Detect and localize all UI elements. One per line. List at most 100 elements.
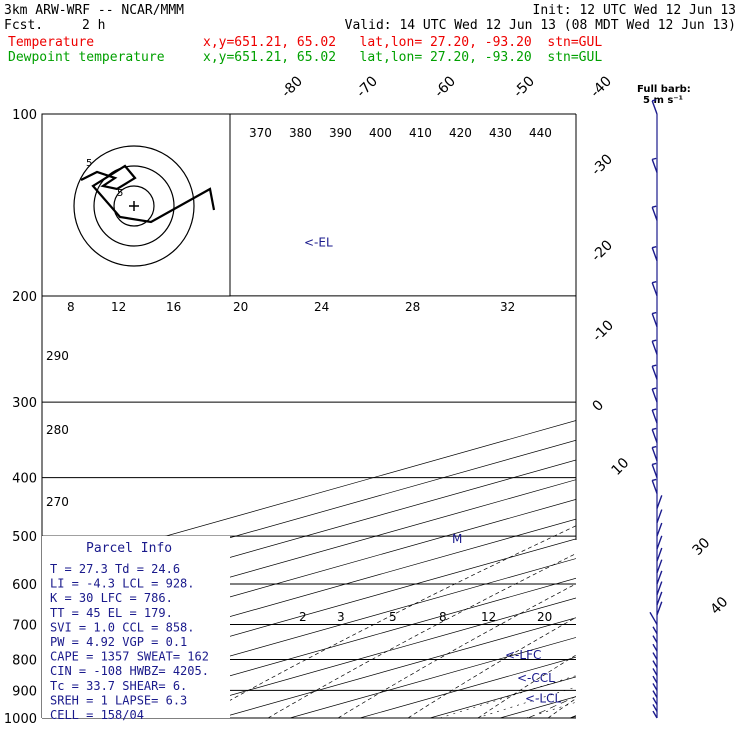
wind-barb [652,710,658,719]
ccl-label: <-CCL [517,671,555,685]
parcel-info-line: CELL = 158/04 [50,708,144,722]
isotherm-line [359,656,576,718]
parcel-info-line: CAPE = 1357 SWEAT= 162 [50,650,209,664]
wind-barb [656,570,663,585]
mixing-ratio-label: 2 [299,610,307,624]
wind-barb-flag [652,478,657,482]
hodograph-ring-label: 5 [86,158,92,169]
model-title: 3km ARW-WRF -- NCAR/MMM [4,3,185,18]
isotherm-line [710,114,740,718]
speed-label: 24 [314,300,329,314]
parcel-info-line: SVI = 1.0 CCL = 858. [50,620,195,634]
isotherm-label: -20 [589,237,616,264]
speed-label: 20 [233,300,248,314]
pressure-label: 700 [12,618,37,633]
hodograph-ring [113,185,155,227]
pressure-label: 900 [12,684,37,699]
wind-barb-flag [652,364,657,367]
theta-label: 370 [249,126,272,140]
speed-label: 8 [67,300,75,314]
wind-barb [656,581,663,595]
wind-barb-flag [652,99,657,102]
profile-lines [668,114,740,718]
dry-adiabat [337,583,576,718]
theta-label: 290 [46,349,69,363]
wind-barb [652,626,658,634]
isotherm-line [499,696,576,718]
wind-barb-flag [652,387,657,390]
isotherm-label: -30 [589,151,616,178]
theta-label: 270 [46,495,69,509]
temperature-profile [695,114,740,718]
wind-barb-flag [652,408,657,411]
wind-barb [651,365,658,380]
wind-barb [651,313,658,327]
wind-barb [649,611,658,625]
dry-adiabat [197,525,576,718]
wind-barb [652,704,658,712]
isotherm-label: 10 [609,455,633,479]
wind-barb [656,495,663,509]
parcel-info-line: SREH = 1 LAPSE= 6.3 [50,693,187,707]
isotherm-label: -40 [588,73,615,100]
pressure-label: 1000 [4,712,37,727]
wind-barb [651,409,658,424]
hodograph: 55 [41,113,231,297]
moist-adiabat [527,696,576,718]
hodograph-frame [41,113,231,297]
theta-label: 410 [409,126,432,140]
pressure-label: 100 [12,108,37,123]
pressure-label: 200 [12,290,37,305]
dry-adiabat [547,698,576,718]
dry-adiabat [688,114,740,718]
parcel-info-line: PW = 4.92 VGP = 0.1 [50,635,187,649]
parcel-info-line: LI = -4.3 LCL = 928. [50,577,195,591]
pressure-label: 800 [12,653,37,668]
dry-adiabat [477,654,576,718]
speed-label: 16 [166,300,181,314]
lfc-label: <-LFC [505,648,541,662]
wind-barb [652,643,658,652]
isotherm-label: 0 [590,397,608,415]
wind-barb [656,591,663,606]
valid-time: Valid: 14 UTC Wed 12 Jun 13 (08 MDT Wed … [344,18,736,33]
wind-barb [656,509,663,523]
parcel-info-line: K = 30 LFC = 786. [50,591,173,605]
dewpoint-legend: Dewpoint temperature [8,50,165,65]
wind-barb [651,429,658,443]
background-labels: -80 -70 -60 -50 -40 -30 -20 -10 0 10 30 40 370 380 390… [46,73,731,705]
isotherm-line [289,637,576,718]
barb-legend-units: 5 m s⁻¹ [643,95,683,106]
theta-label: 390 [329,126,352,140]
pressure-label: 300 [12,396,37,411]
wind-barb-flag [652,205,657,208]
parcel-info-line: CIN = -108 HWBZ= 4205. [50,664,209,678]
parcel-info-title: Parcel Info [86,541,172,556]
init-time: Init: 12 UTC Wed 12 Jun 13 [532,3,737,18]
wind-barb-flag [652,245,657,249]
wind-barb [656,559,663,574]
wind-barb [656,522,663,537]
barb-legend-title: Full barb: [637,84,691,95]
wind-barb [652,690,658,698]
melting-level-label: M [452,532,462,546]
wind-barb [651,282,658,297]
wind-barb [651,247,658,262]
wind-barb [656,601,663,616]
wind-barb-flag [652,311,657,315]
speed-label: 32 [500,300,515,314]
theta-label: 280 [46,423,69,437]
parcel-info-line: Tc = 33.7 SHEAR= 6. [50,679,187,693]
hodograph-ring [93,165,175,247]
wind-barb [651,206,658,221]
wind-barb [651,464,658,478]
wind-barb-flag [652,280,657,284]
isotherm-label: 40 [708,594,732,618]
wind-barb [652,668,658,676]
dry-adiabat [407,616,576,718]
parcel-info-line: T = 27.3 Td = 24.6 [50,562,180,576]
el-label: <-EL [304,236,333,250]
wind-barb [651,447,658,461]
mixing-ratio-label: 20 [537,610,552,624]
